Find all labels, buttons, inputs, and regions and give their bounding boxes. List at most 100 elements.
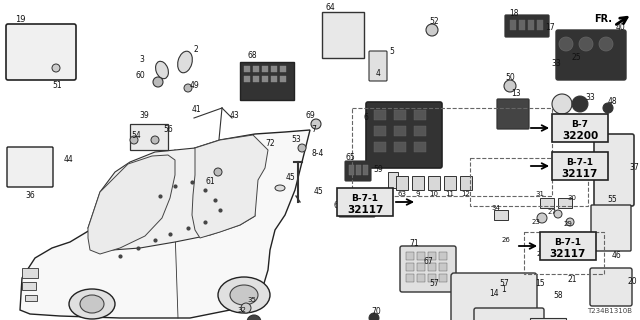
Circle shape bbox=[311, 119, 321, 129]
Circle shape bbox=[599, 37, 613, 51]
Text: 2: 2 bbox=[194, 45, 198, 54]
Bar bbox=[394, 126, 406, 136]
Circle shape bbox=[603, 103, 613, 113]
Text: 40: 40 bbox=[615, 23, 625, 33]
Text: 72: 72 bbox=[265, 140, 275, 148]
Text: 9: 9 bbox=[416, 191, 420, 197]
Bar bbox=[428, 274, 436, 282]
Text: 11: 11 bbox=[445, 191, 454, 197]
Text: 51: 51 bbox=[52, 82, 62, 91]
Bar bbox=[22, 268, 38, 278]
Ellipse shape bbox=[178, 51, 193, 73]
FancyBboxPatch shape bbox=[590, 268, 632, 306]
Text: 15: 15 bbox=[535, 278, 545, 287]
FancyBboxPatch shape bbox=[345, 161, 371, 181]
Bar bbox=[558, 198, 572, 208]
Circle shape bbox=[537, 213, 547, 223]
Circle shape bbox=[572, 96, 588, 112]
Bar bbox=[528, 20, 534, 30]
FancyBboxPatch shape bbox=[591, 205, 631, 251]
Text: 19: 19 bbox=[15, 15, 25, 25]
Bar bbox=[253, 66, 259, 72]
Text: 4: 4 bbox=[376, 69, 380, 78]
Text: 32: 32 bbox=[237, 307, 246, 313]
Bar bbox=[352, 108, 552, 196]
Bar bbox=[280, 76, 286, 82]
Text: 34: 34 bbox=[492, 205, 500, 211]
Text: 10: 10 bbox=[429, 191, 438, 197]
Bar bbox=[412, 176, 424, 190]
Circle shape bbox=[52, 64, 60, 72]
Circle shape bbox=[566, 218, 574, 226]
Text: 30: 30 bbox=[568, 195, 577, 201]
Text: 57: 57 bbox=[429, 279, 439, 289]
Bar bbox=[540, 198, 554, 208]
FancyBboxPatch shape bbox=[497, 99, 529, 129]
Text: 64: 64 bbox=[325, 4, 335, 12]
Text: 57: 57 bbox=[499, 279, 509, 289]
Circle shape bbox=[559, 37, 573, 51]
Text: 71: 71 bbox=[409, 239, 419, 249]
Bar bbox=[240, 62, 294, 100]
Polygon shape bbox=[88, 155, 175, 254]
Polygon shape bbox=[20, 130, 310, 318]
Text: 46: 46 bbox=[612, 252, 622, 260]
Circle shape bbox=[540, 242, 556, 258]
Bar bbox=[510, 20, 516, 30]
Bar bbox=[494, 210, 508, 220]
Polygon shape bbox=[88, 148, 255, 250]
Text: 32200: 32200 bbox=[562, 131, 598, 141]
FancyBboxPatch shape bbox=[7, 147, 53, 187]
Text: 53: 53 bbox=[291, 135, 301, 145]
Bar bbox=[337, 188, 393, 216]
Circle shape bbox=[554, 210, 562, 218]
Text: 59: 59 bbox=[373, 165, 383, 174]
Text: 56: 56 bbox=[163, 125, 173, 134]
Text: 6: 6 bbox=[364, 114, 369, 123]
FancyBboxPatch shape bbox=[451, 273, 537, 320]
Bar bbox=[552, 114, 608, 142]
Text: 28: 28 bbox=[536, 251, 545, 257]
Bar bbox=[439, 263, 447, 271]
Bar bbox=[394, 142, 406, 152]
Text: 32117: 32117 bbox=[347, 205, 383, 215]
Bar bbox=[394, 110, 406, 120]
Text: 41: 41 bbox=[191, 106, 201, 115]
Bar bbox=[374, 142, 386, 152]
Ellipse shape bbox=[69, 289, 115, 319]
Text: B-7: B-7 bbox=[572, 120, 589, 129]
Text: 39: 39 bbox=[139, 111, 149, 121]
Text: 50: 50 bbox=[505, 74, 515, 83]
Circle shape bbox=[504, 80, 516, 92]
Text: 45: 45 bbox=[313, 188, 323, 196]
Text: B-7-1: B-7-1 bbox=[351, 194, 378, 203]
FancyBboxPatch shape bbox=[594, 134, 634, 206]
Bar bbox=[374, 110, 386, 120]
Text: 70: 70 bbox=[371, 308, 381, 316]
Bar bbox=[428, 252, 436, 260]
Text: 17: 17 bbox=[545, 23, 555, 33]
FancyBboxPatch shape bbox=[339, 197, 375, 217]
Text: 33: 33 bbox=[551, 60, 561, 68]
Text: 68: 68 bbox=[247, 52, 257, 60]
Bar bbox=[374, 126, 386, 136]
Text: T234B1310B: T234B1310B bbox=[587, 308, 632, 314]
Text: FR.: FR. bbox=[594, 14, 612, 24]
Bar bbox=[363, 165, 368, 175]
Text: 55: 55 bbox=[607, 196, 617, 204]
Ellipse shape bbox=[156, 61, 168, 79]
Text: 69: 69 bbox=[305, 111, 315, 121]
Bar bbox=[280, 66, 286, 72]
Bar bbox=[524, 232, 604, 274]
Bar bbox=[365, 201, 370, 211]
Bar bbox=[406, 274, 414, 282]
Text: 1: 1 bbox=[502, 285, 506, 294]
Bar bbox=[460, 176, 472, 190]
Bar bbox=[444, 176, 456, 190]
Text: 12: 12 bbox=[461, 191, 470, 197]
Ellipse shape bbox=[275, 185, 285, 191]
Text: 60: 60 bbox=[135, 71, 145, 81]
Text: 58: 58 bbox=[553, 292, 563, 300]
FancyBboxPatch shape bbox=[6, 24, 76, 80]
FancyBboxPatch shape bbox=[366, 102, 442, 168]
